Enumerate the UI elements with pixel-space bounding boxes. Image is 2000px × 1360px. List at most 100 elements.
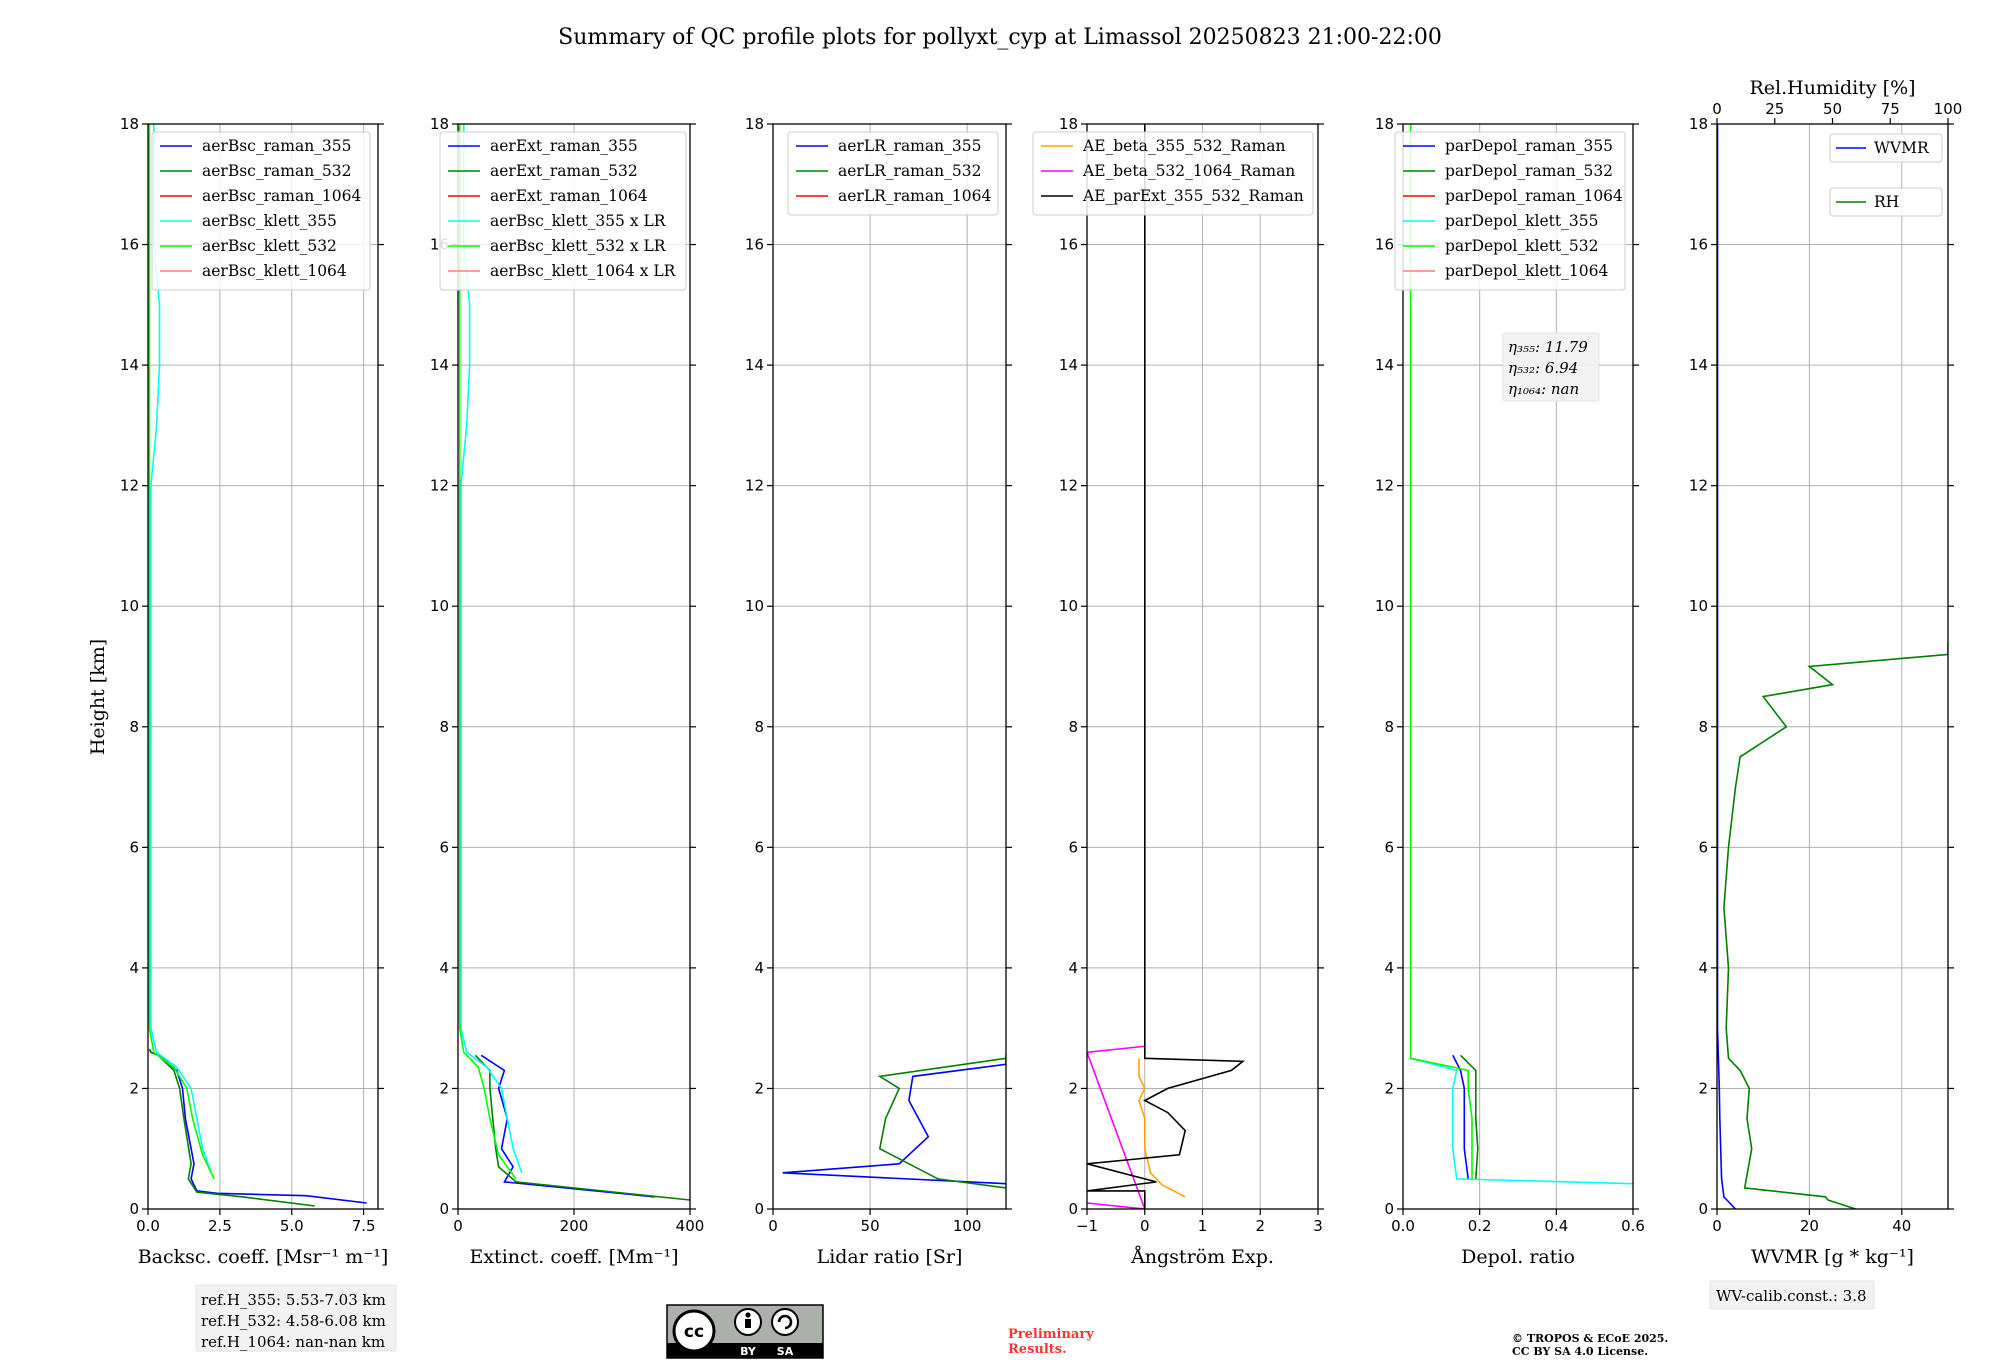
ref-height-1064: ref.H_1064: nan-nan km	[201, 1333, 385, 1351]
y-tick-label: 4	[129, 959, 139, 977]
series-line-aerBsc_raman_532	[148, 1048, 315, 1207]
copyright-line-1: © TROPOS & ECoE 2025.	[1512, 1332, 1668, 1345]
top-x-axis-label: Rel.Humidity [%]	[1749, 77, 1915, 99]
legend-entry: parDepol_raman_1064	[1445, 187, 1623, 205]
y-tick-label: 0	[1384, 1200, 1394, 1218]
y-tick-label: 10	[745, 597, 764, 615]
top-x-tick-label: 25	[1765, 100, 1784, 118]
series-group	[1409, 124, 1633, 1185]
y-tick-label: 12	[120, 477, 139, 495]
top-x-tick-label: 75	[1881, 100, 1900, 118]
y-tick-label: 14	[745, 356, 764, 374]
legend-entry: parDepol_klett_1064	[1445, 262, 1608, 280]
y-tick-label: 2	[1384, 1079, 1394, 1097]
x-tick-label: 0.2	[1468, 1217, 1492, 1235]
series-line-WVMR	[1717, 124, 1737, 1209]
legend-entry: AE_beta_532_1064_Raman	[1082, 162, 1295, 180]
top-x-tick-label: 0	[1712, 100, 1722, 118]
legend-entry: AE_beta_355_532_Raman	[1082, 137, 1285, 155]
y-tick-label: 18	[430, 115, 449, 133]
y-tick-label: 10	[1059, 597, 1078, 615]
x-tick-label: 2.5	[208, 1217, 232, 1235]
series-line-aerLR_raman_355	[782, 1055, 1006, 1185]
y-tick-label: 2	[439, 1079, 449, 1097]
legend-entry: aerBsc_klett_355 x LR	[490, 212, 667, 230]
y-tick-label: 12	[1375, 477, 1394, 495]
legend-entry: aerBsc_klett_355	[202, 212, 337, 230]
y-tick-label: 14	[1689, 356, 1708, 374]
panel-3: 0 2 4 6 8 10 12 14 16 18 0 50 100 Lidar ratio [Sr] aer…	[745, 115, 1012, 1268]
x-tick-label: 2	[1255, 1217, 1265, 1235]
top-x-tick-label: 50	[1823, 100, 1842, 118]
x-axis-label: Ångström Exp.	[1130, 1246, 1274, 1268]
y-tick-label: 16	[120, 236, 139, 254]
y-tick-label: 16	[1689, 236, 1708, 254]
series-line-aerBsc_klett_532	[148, 124, 215, 1180]
x-tick-label: 0.4	[1544, 1217, 1568, 1235]
series-line-aerExt_raman_532	[474, 1054, 690, 1201]
y-axis-label: Height [km]	[87, 639, 109, 755]
legend-box	[151, 131, 371, 291]
legend-entry: aerExt_raman_355	[490, 137, 638, 155]
x-tick-label: 5.0	[280, 1217, 304, 1235]
series-line-aerBsc_klett_355	[150, 124, 213, 1174]
figure-title: Summary of QC profile plots for pollyxt_…	[558, 25, 1442, 50]
sa-label: SA	[777, 1345, 794, 1358]
series-line-aerExt_raman_355	[480, 1054, 656, 1198]
y-tick-label: 8	[439, 718, 449, 736]
y-tick-label: 6	[439, 838, 449, 856]
series-line-AE_beta_532_1064_Raman	[1087, 1045, 1146, 1209]
axes-frame	[1402, 123, 1634, 1210]
y-tick-label: 10	[1375, 597, 1394, 615]
legend-box	[1032, 131, 1314, 216]
y-tick-label: 14	[430, 356, 449, 374]
x-axis-label: WVMR [g * kg⁻¹]	[1751, 1246, 1914, 1268]
y-tick-label: 4	[439, 959, 449, 977]
x-tick-label: 3	[1313, 1217, 1323, 1235]
x-tick-label: 0.0	[1391, 1217, 1415, 1235]
y-tick-label: 0	[1068, 1200, 1078, 1218]
y-tick-label: 18	[1689, 115, 1708, 133]
series-line-aerBsc_raman_355	[148, 1048, 367, 1204]
y-tick-label: 2	[129, 1079, 139, 1097]
y-tick-label: 0	[439, 1200, 449, 1218]
legend-box	[1829, 133, 1943, 163]
x-axis-label: Depol. ratio	[1461, 1246, 1575, 1268]
x-tick-label: 20	[1800, 1217, 1819, 1235]
ref-height-355: ref.H_355: 5.53-7.03 km	[201, 1291, 386, 1309]
legend-box	[787, 131, 999, 216]
legend-entry: aerBsc_klett_532	[202, 237, 337, 255]
series-line-aerLR_raman_532	[877, 1057, 1006, 1189]
y-tick-label: 8	[754, 718, 764, 736]
x-axis-label: Extinct. coeff. [Mm⁻¹]	[469, 1246, 678, 1268]
sa-share-alike-icon	[771, 1308, 799, 1336]
legend-entry: aerLR_raman_532	[838, 162, 981, 180]
ref-height-box: ref.H_355: 5.53-7.03 km ref.H_532: 4.58-…	[195, 1284, 397, 1352]
y-tick-label: 6	[129, 838, 139, 856]
y-tick-label: 12	[1059, 477, 1078, 495]
by-label: BY	[740, 1345, 757, 1358]
legend-entry: aerBsc_raman_1064	[202, 187, 362, 205]
axes-frame	[1716, 123, 1949, 1210]
axes-frame	[147, 123, 379, 1210]
series-line-aerBsc_klett_532 x LR	[458, 124, 517, 1180]
legend-box	[1829, 187, 1943, 217]
x-tick-label: 0	[453, 1217, 463, 1235]
y-tick-label: 16	[1059, 236, 1078, 254]
legend-entry: aerBsc_klett_1064 x LR	[490, 262, 677, 280]
panel-1: 0 2 4 6 8 10 12 14 16 18 0.0 2.5 5.0 7.5 Backsc. coeff…	[120, 115, 388, 1268]
cc-license-badge: cc BY SA	[666, 1304, 824, 1359]
legend-box	[1394, 131, 1626, 291]
preliminary-line-1: Preliminary	[1008, 1327, 1094, 1342]
y-tick-label: 12	[1689, 477, 1708, 495]
y-tick-label: 16	[745, 236, 764, 254]
y-tick-label: 0	[754, 1200, 764, 1218]
x-axis-label: Backsc. coeff. [Msr⁻¹ m⁻¹]	[138, 1246, 389, 1268]
y-tick-label: 8	[1384, 718, 1394, 736]
x-tick-label: 0.0	[136, 1217, 160, 1235]
